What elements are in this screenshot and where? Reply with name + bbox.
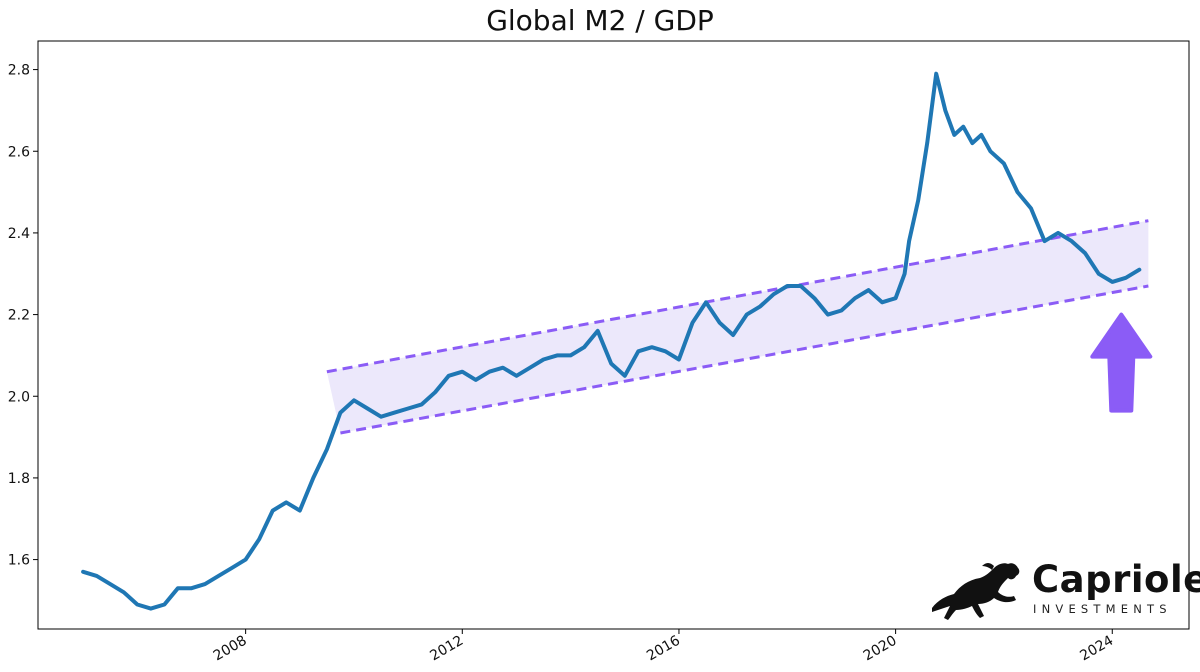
brand-name: Capriole <box>1032 558 1200 601</box>
series-line-group <box>81 71 1142 611</box>
channel-upper-line <box>326 219 1149 374</box>
x-tick-label: 2020 <box>861 633 900 665</box>
chart-title: Global M2 / GDP <box>486 4 714 37</box>
y-tick-label: 2.4 <box>8 226 30 242</box>
y-tick-label: 2.8 <box>8 63 30 79</box>
y-tick-label: 1.6 <box>8 553 30 569</box>
x-tick-label: 2016 <box>644 633 683 665</box>
annotation-arrow-group <box>1090 312 1153 413</box>
brand-logo: Capriole INVESTMENTS <box>928 556 1200 622</box>
x-tick-label: 2024 <box>1077 633 1116 665</box>
y-tick-label: 2.6 <box>8 144 30 160</box>
annotation-arrow <box>1090 312 1153 413</box>
plot-frame <box>37 40 1190 630</box>
y-tick-label: 1.8 <box>8 471 30 487</box>
y-tick-label: 2.0 <box>8 389 30 405</box>
x-tick-label: 2008 <box>211 633 250 665</box>
x-tick-label: 2012 <box>427 633 466 665</box>
series-line <box>81 71 1142 611</box>
horse-icon <box>932 563 1020 620</box>
y-tick-label: 2.2 <box>8 308 30 324</box>
brand-subtext: INVESTMENTS <box>1033 602 1172 616</box>
channel-lower-line <box>340 284 1149 435</box>
